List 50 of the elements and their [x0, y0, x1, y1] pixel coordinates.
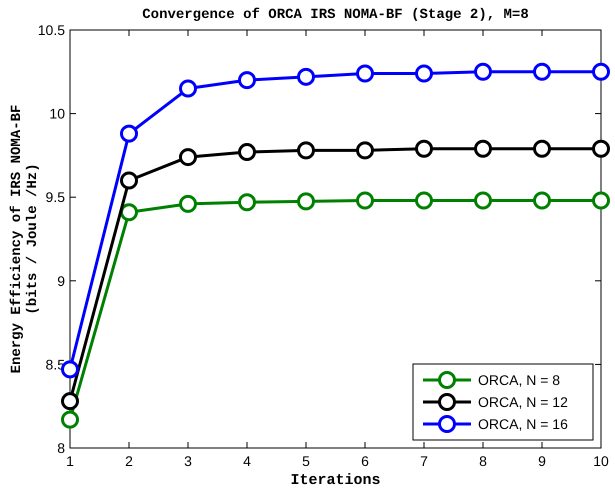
point	[533, 192, 551, 210]
point	[533, 62, 551, 81]
point	[592, 62, 610, 81]
x-tick-label: 4	[243, 453, 252, 469]
x-tick-label: 10	[593, 453, 609, 469]
point	[415, 64, 433, 82]
chart-title: Convergence of ORCA IRS NOMA-BF (Stage 2), M=8	[142, 7, 529, 23]
y-tick-label: 9	[57, 272, 66, 289]
x-tick-label: 7	[420, 453, 428, 469]
point	[238, 193, 256, 212]
point	[120, 171, 138, 190]
point	[61, 410, 79, 429]
point	[297, 68, 315, 86]
y-tick-label: 10	[49, 106, 66, 122]
point	[474, 140, 492, 158]
x-axis-title: Iterations	[290, 472, 381, 489]
point	[592, 140, 610, 158]
x-tick-label: 1	[66, 453, 74, 469]
point	[179, 80, 197, 98]
point	[238, 143, 256, 162]
y-tick-label: 10.5	[38, 22, 66, 38]
point	[297, 141, 315, 160]
point	[179, 194, 197, 213]
x-tick-label: 9	[538, 453, 546, 469]
x-tick-label: 6	[361, 453, 370, 469]
point	[297, 192, 315, 210]
point	[179, 148, 197, 166]
x-tick-label: 8	[479, 453, 488, 469]
point	[415, 192, 433, 210]
y-tick-label: 9.5	[46, 189, 66, 206]
x-tick-label: 2	[125, 453, 134, 469]
point	[415, 140, 433, 158]
x-tick-label: 5	[302, 453, 310, 469]
point	[61, 392, 79, 410]
point	[120, 124, 138, 143]
y-tick-label: 8	[57, 440, 66, 456]
x-tick-label: 3	[184, 453, 192, 469]
point	[238, 71, 256, 90]
legend-label: ORCA, N = 16	[478, 416, 568, 432]
point	[533, 140, 551, 158]
point	[474, 192, 492, 210]
point	[356, 192, 374, 210]
point	[356, 64, 374, 82]
point	[356, 141, 374, 160]
y-axis-title: Energy Efficiency of IRS NOMA-BF (bits / Joule /Hz)	[9, 104, 41, 374]
legend-label: ORCA, N = 8	[478, 372, 560, 388]
point	[120, 203, 138, 222]
point	[592, 192, 610, 210]
point	[474, 62, 492, 81]
legend-label: ORCA, N = 12	[478, 394, 568, 410]
